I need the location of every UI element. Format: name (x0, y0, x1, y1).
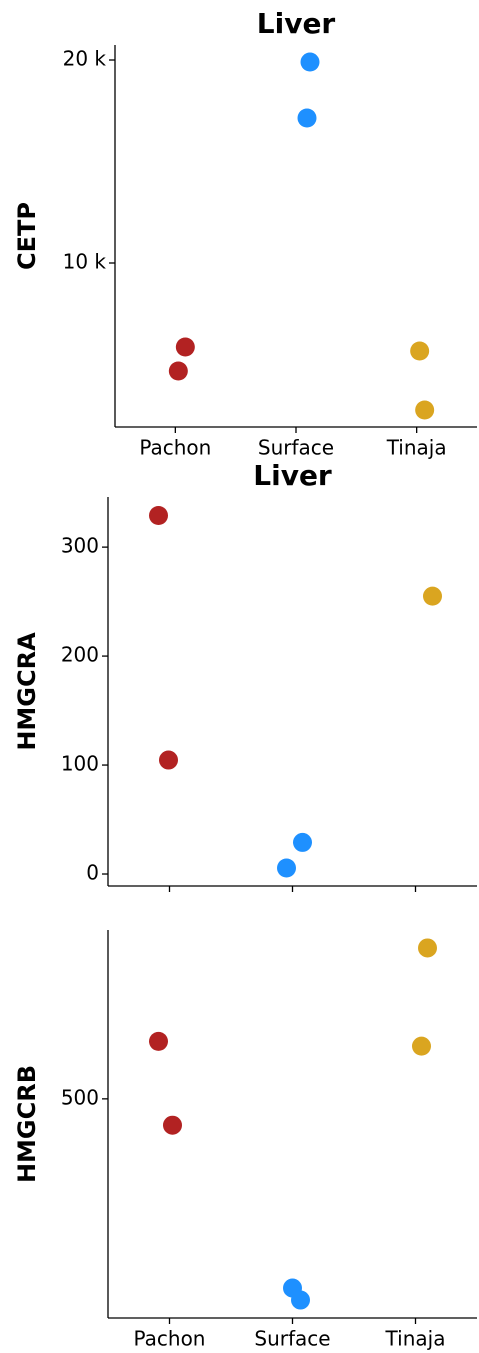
y-tick-label: 500 (61, 1085, 99, 1109)
point (149, 506, 168, 526)
x-tick-label: Tinaja (385, 1327, 446, 1351)
point (415, 400, 435, 420)
y-axis-label: HMGCRB (13, 1065, 41, 1183)
point (291, 1290, 310, 1310)
point (418, 938, 437, 958)
point (300, 52, 320, 72)
y-tick-label: 200 (61, 643, 99, 667)
y-axis-label: CETP (13, 202, 41, 270)
x-tick-label: Tinaja (386, 436, 447, 460)
x-tick-label: Surface (258, 436, 334, 460)
y-tick-label: 20 k (63, 47, 107, 71)
point (412, 1036, 431, 1056)
point (163, 1115, 182, 1135)
x-tick-label: Pachon (139, 436, 211, 460)
point (410, 341, 430, 361)
y-tick-label: 10 k (63, 249, 107, 273)
point (293, 832, 312, 852)
x-tick-label: Pachon (133, 1327, 205, 1351)
point (277, 858, 296, 878)
chart-title: Liver (257, 7, 336, 40)
chart-title: Liver (253, 459, 332, 492)
point (149, 1031, 168, 1051)
point (168, 361, 188, 381)
y-tick-label: 100 (61, 752, 99, 776)
point (175, 337, 195, 357)
y-tick-label: 300 (61, 534, 99, 558)
x-tick-label: Surface (254, 1327, 330, 1351)
y-axis-label: HMGCRA (13, 632, 41, 751)
point (297, 108, 317, 128)
point (159, 750, 178, 770)
point (423, 586, 442, 606)
y-tick-label: 0 (86, 861, 99, 885)
